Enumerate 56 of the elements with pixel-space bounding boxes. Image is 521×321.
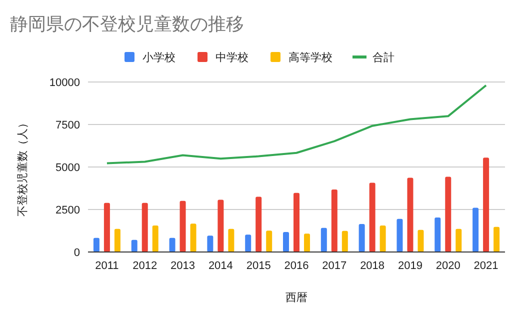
bar: [320, 228, 327, 252]
bar: [358, 224, 365, 252]
bar: [331, 189, 338, 252]
bar: [407, 178, 414, 252]
x-axis-title: 西暦: [286, 292, 308, 304]
bar: [180, 200, 186, 252]
bar: [456, 228, 462, 252]
chart-title: 静岡県の不登校児童数の推移: [10, 14, 244, 34]
bar: [142, 202, 148, 252]
bar: [418, 230, 424, 252]
y-tick-label: 10000: [49, 77, 80, 89]
bar: [256, 196, 262, 252]
x-tick-label: 2020: [436, 260, 460, 272]
bar: [104, 202, 110, 252]
bar: [434, 217, 441, 252]
y-axis-title: 不登校児童数（人）: [16, 118, 29, 216]
bar: [266, 230, 272, 252]
x-tick-label: 2017: [322, 260, 347, 272]
legend-label: 高等学校: [288, 51, 332, 64]
y-tick-label: 5000: [56, 162, 80, 174]
y-tick-label: 2500: [56, 204, 80, 216]
bar: [483, 158, 490, 252]
bar: [131, 240, 138, 252]
bar: [114, 228, 120, 252]
x-tick-label: 2011: [95, 260, 119, 272]
bar: [472, 208, 479, 252]
legend-label: 合計: [372, 51, 394, 64]
bar: [380, 225, 386, 252]
legend-label: 中学校: [216, 51, 248, 64]
x-tick-label: 2021: [474, 260, 498, 272]
bar: [342, 230, 348, 252]
y-tick-label: 0: [74, 247, 80, 259]
bar: [494, 226, 500, 252]
bar: [245, 234, 252, 252]
x-tick-label: 2014: [208, 260, 233, 272]
bar: [218, 200, 224, 252]
x-tick-label: 2013: [170, 260, 196, 272]
bar: [445, 176, 452, 252]
x-tick-label: 2012: [132, 260, 158, 272]
bar: [169, 238, 176, 252]
x-tick-label: 2018: [360, 260, 385, 272]
bar: [283, 232, 289, 252]
bar: [396, 218, 403, 252]
bar: [228, 228, 234, 252]
x-tick-label: 2019: [398, 260, 422, 272]
bar: [294, 192, 300, 252]
bar: [93, 238, 100, 252]
bar: [369, 182, 376, 252]
x-tick-label: 2015: [246, 260, 271, 272]
bar: [190, 224, 196, 252]
x-tick-label: 2016: [284, 260, 309, 272]
legend-label: 小学校: [142, 51, 176, 64]
bar: [304, 234, 310, 252]
bar: [152, 225, 158, 252]
y-tick-label: 7500: [56, 120, 80, 132]
bar: [207, 236, 214, 252]
